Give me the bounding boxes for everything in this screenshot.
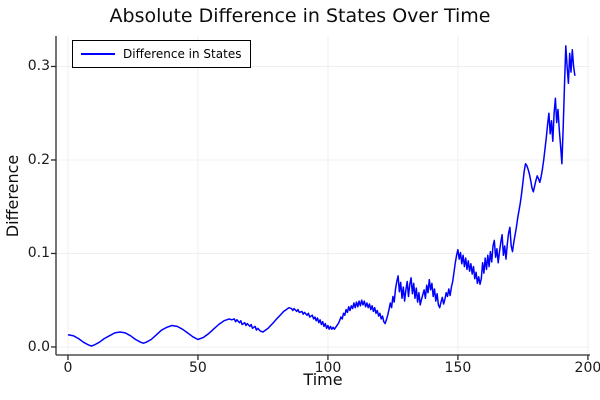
legend-line-sample [81, 53, 115, 55]
y-tick-label: 0.1 [27, 245, 50, 262]
x-tick-label: 200 [574, 360, 600, 376]
y-tick-label: 0.3 [27, 58, 50, 75]
legend: Difference in States [72, 40, 252, 68]
x-tick-label: 0 [63, 360, 73, 376]
series-line [67, 45, 576, 347]
chart-title: Absolute Difference in States Over Time [109, 5, 491, 27]
x-tick-label: 50 [189, 360, 207, 376]
x-tick-label: 150 [444, 360, 472, 376]
y-tick-label: 0.0 [27, 338, 50, 355]
y-tick-label: 0.2 [27, 151, 50, 168]
x-axis-label: Time [303, 370, 343, 389]
x-tick-label: 100 [314, 360, 342, 376]
legend-label: Difference in States [123, 47, 242, 61]
